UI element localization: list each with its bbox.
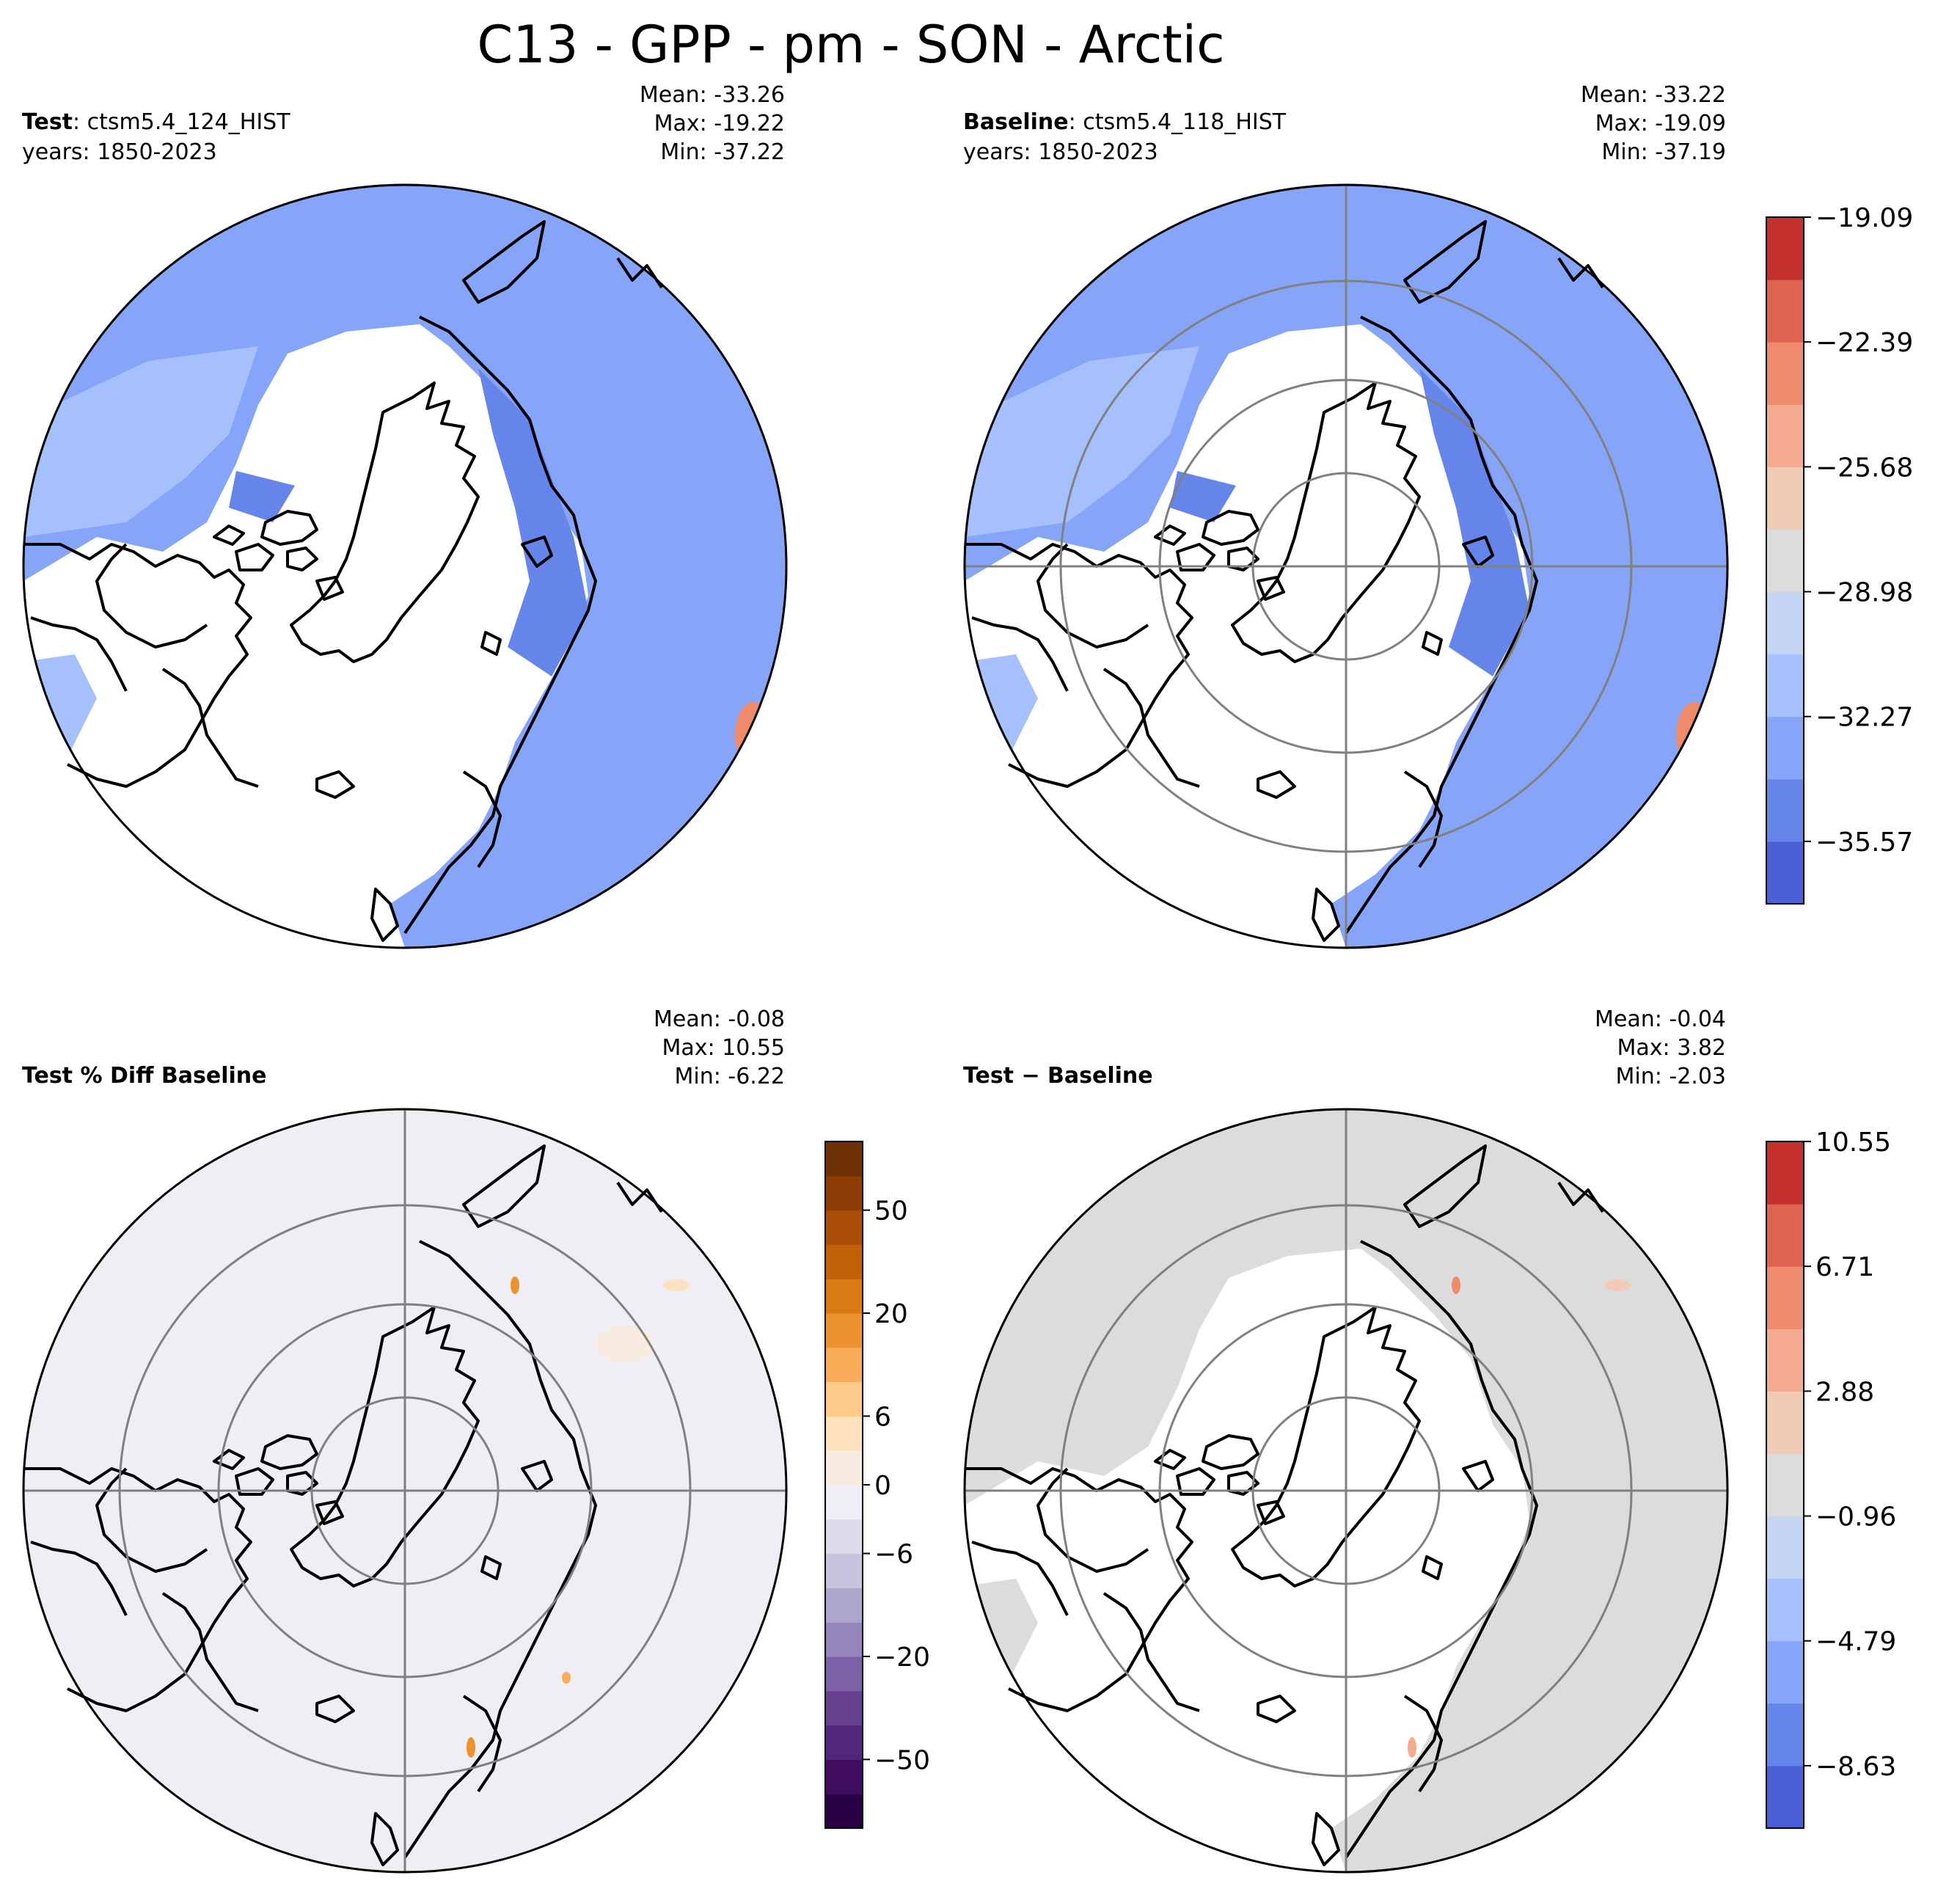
colorbar-diff-swatch [1766,1578,1804,1642]
diff-max: Max: 3.82 [1617,1035,1726,1061]
diff-map-frame [963,1108,1729,1874]
colorbar-top: −35.57 −32.27 −28.98 −25.68 −22.39 −19.09 [1766,203,1913,905]
colorbar-diff-swatch [1766,1516,1804,1579]
colorbar-pct-tick-label: 20 [874,1299,908,1329]
colorbar-top-swatch [1766,467,1804,530]
colorbar-pct-swatch [825,1485,863,1520]
colorbar-pct-swatch [825,1725,863,1760]
colorbar-pct-tick-label: −6 [874,1540,913,1570]
baseline-map-frame [963,183,1729,949]
colorbar-top-tick-label: −32.27 [1815,703,1913,733]
colorbar-pct-swatch [825,1313,863,1348]
figure-title: C13 - GPP - pm - SON - Arctic [477,15,1224,75]
baseline-years: years: 1850-2023 [963,139,1158,165]
colorbar-pct-swatch [825,1587,863,1623]
baseline-mean: Mean: -33.22 [1581,82,1726,108]
colorbar-pct-swatch [825,1656,863,1692]
colorbar-top-swatch [1766,404,1804,467]
test-label: Test: ctsm5.4_124_HIST [22,109,290,135]
colorbar-pct-swatch [825,1381,863,1417]
colorbar-diff-swatch [1766,1640,1804,1704]
diff-min: Min: -2.03 [1616,1064,1727,1089]
colorbar-top-swatch [1766,342,1804,405]
colorbar-top-tick-label: −25.68 [1815,453,1913,483]
colorbar-pct-swatch [825,1279,863,1314]
colorbar-diff-swatch [1766,1765,1804,1829]
baseline-min: Min: -37.19 [1601,139,1726,165]
pctdiff-mean: Mean: -0.08 [654,1006,785,1032]
colorbar-diff-swatch [1766,1141,1804,1205]
colorbar-top-swatch [1766,841,1804,905]
diff-mean: Mean: -0.04 [1595,1006,1726,1032]
colorbar-pct-tick-label: 50 [874,1196,908,1227]
colorbar-diff-tick-label: −0.96 [1815,1502,1896,1532]
panel-diff: Test − Baseline Mean: -0.04 Max: 3.82 Mi… [963,1006,1729,1874]
pctdiff-min: Min: -6.22 [675,1064,786,1089]
colorbar-diff-swatch [1766,1266,1804,1329]
colorbar-diff-swatch [1766,1391,1804,1455]
colorbar-pct-tick-label: 6 [874,1402,891,1432]
colorbar-pct-swatch [825,1519,863,1554]
colorbar-top-tick-label: −22.39 [1815,328,1913,358]
colorbar-top-tick-label: −19.09 [1815,203,1913,233]
colorbar-top-tick-label: −28.98 [1815,578,1913,608]
colorbar-top-swatch [1766,716,1804,780]
diff-label: Test − Baseline [963,1063,1153,1089]
colorbar-diff: −8.63 −4.79 −0.96 2.88 6.71 10.55 [1766,1128,1896,1829]
colorbar-diff-swatch [1766,1204,1804,1267]
colorbar-top-swatch [1766,591,1804,655]
baseline-label: Baseline: ctsm5.4_118_HIST [963,109,1287,135]
colorbar-pct-swatch [825,1553,863,1588]
test-min: Min: -37.22 [660,139,785,165]
pctdiff-max: Max: 10.55 [662,1035,785,1061]
panel-test: Test: ctsm5.4_124_HIST years: 1850-2023 … [22,82,788,949]
test-max: Max: -19.22 [654,111,785,136]
colorbar-pct-swatch [825,1759,863,1794]
colorbar-top-swatch [1766,654,1804,717]
test-map-frame [22,183,788,949]
colorbar-diff-tick-label: 2.88 [1815,1377,1874,1407]
colorbar-diff-swatch [1766,1329,1804,1392]
colorbar-top-swatch [1766,778,1804,842]
colorbar-pct-tick-label: −50 [874,1745,930,1775]
test-mean: Mean: -33.26 [640,82,785,108]
colorbar-pct-swatch [825,1690,863,1726]
colorbar-diff-swatch [1766,1453,1804,1517]
colorbar-pct-swatch [825,1794,863,1829]
colorbar-top-tick-label: −35.57 [1815,827,1913,858]
colorbar-pct-tick-label: 0 [874,1471,891,1501]
colorbar-pct-swatch [825,1141,863,1177]
colorbar-pct-swatch [825,1622,863,1657]
colorbar-diff-tick-label: 6.71 [1815,1252,1874,1282]
colorbar-diff-frame [1766,1141,1804,1829]
colorbar-diff-swatch [1766,1703,1804,1766]
colorbar-top-swatch [1766,279,1804,343]
colorbar-top-frame [1766,216,1804,905]
colorbar-pct-swatch [825,1347,863,1383]
pctdiff-label: Test % Diff Baseline [22,1063,267,1089]
test-years: years: 1850-2023 [22,139,217,165]
pctdiff-map-frame [22,1108,788,1874]
colorbar-pct-swatch [825,1210,863,1245]
colorbar-diff-tick-label: −8.63 [1815,1752,1896,1782]
test-map [23,185,786,948]
colorbar-top-swatch [1766,529,1804,593]
colorbar-diff-tick-label: −4.79 [1815,1627,1896,1657]
colorbar-pct-tick-label: −20 [874,1643,930,1673]
colorbar-top-swatch [1766,217,1804,280]
panel-pct-diff: Test % Diff Baseline Mean: -0.08 Max: 10… [22,1006,788,1874]
colorbar-pct-swatch [825,1244,863,1279]
panel-baseline: Baseline: ctsm5.4_118_HIST years: 1850-2… [963,82,1729,949]
colorbar-pct-swatch [825,1450,863,1486]
colorbar-pct-swatch [825,1416,863,1451]
colorbar-pct-diff: −50 −20 −6 0 6 20 50 [824,1141,930,1829]
baseline-max: Max: -19.09 [1595,111,1726,136]
colorbar-diff-tick-label: 10.55 [1815,1128,1891,1158]
colorbar-pct-swatch [825,1175,863,1211]
